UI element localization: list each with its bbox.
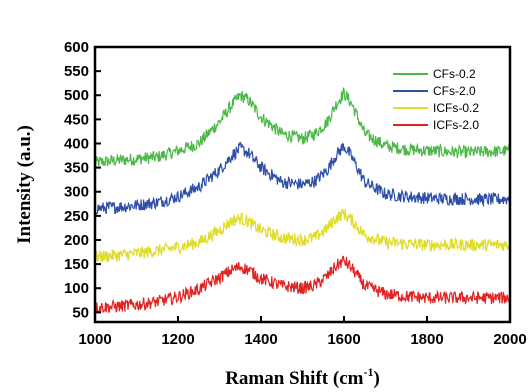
x-tick-label: 2000 [493,331,526,348]
legend-label-3: ICFs-0.2 [433,101,479,115]
series-line-1 [94,86,511,167]
x-axis-title: Raman Shift (cm-1) [225,365,380,389]
series-line-2 [94,141,511,215]
plot-frame [93,45,512,324]
series-line-4 [94,255,510,315]
y-tick-label: 50 [72,304,89,321]
y-tick-label: 200 [64,232,89,249]
x-tick-label: 1400 [244,331,277,348]
y-tick-label: 300 [64,184,89,201]
y-tick-label: 150 [64,256,89,273]
y-tick-label: 600 [64,39,89,56]
x-axis-title-close: ) [373,368,379,389]
legend: CFs-0.2 CFs-2.0 ICFs-0.2 ICFs-2.0 [393,67,479,132]
legend-label-4: ICFs-2.0 [433,118,479,132]
series-line-3 [94,208,511,263]
x-tick-label: 1800 [410,331,443,348]
ticks-layer: 1000 1200 1400 1600 1800 2000 50 100 150 200 250 30… [64,39,527,348]
x-tick-label: 1200 [161,331,194,348]
y-tick-label: 550 [64,63,89,80]
y-tick-label: 400 [64,135,89,152]
x-tick-label: 1600 [327,331,360,348]
y-axis-title: Intensity (a.u.) [14,125,35,244]
y-tick-label: 250 [64,208,89,225]
legend-label-1: CFs-0.2 [433,67,476,81]
x-tick-label: 1000 [78,331,111,348]
x-axis-title-main: Raman Shift (cm [225,368,363,389]
series-layer [94,86,511,315]
x-axis-title-superscript: -1 [363,365,373,379]
y-tick-label: 450 [64,111,89,128]
legend-label-2: CFs-2.0 [433,84,476,98]
y-tick-label: 500 [64,87,89,104]
y-tick-label: 100 [64,280,89,297]
y-tick-label: 350 [64,160,89,177]
